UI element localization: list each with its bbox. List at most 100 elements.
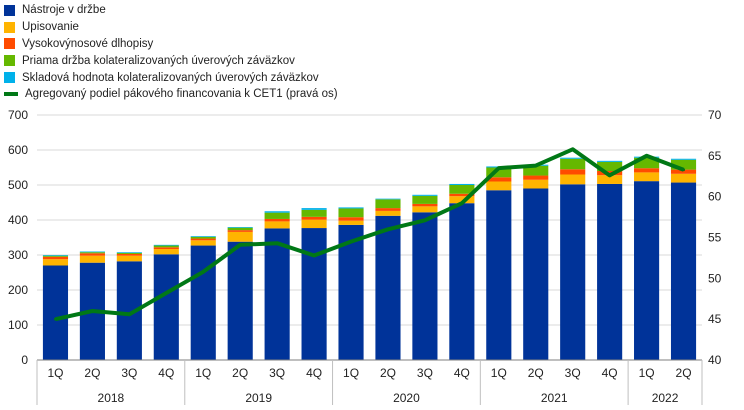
y-left-tick-label: 300 [8, 248, 28, 262]
line-point [460, 201, 464, 205]
x-year-label: 2020 [393, 391, 420, 405]
line-point [571, 147, 575, 151]
legend-item: Priama držba kolateralizovaných úverovýc… [4, 52, 338, 69]
bar-segment [449, 185, 475, 194]
bar-segment [523, 188, 549, 360]
y-left-tick-label: 100 [8, 318, 28, 332]
bar-segment [560, 157, 586, 159]
bar-segment [412, 212, 438, 360]
legend-swatch [4, 55, 15, 67]
y-left-tick-label: 700 [8, 108, 28, 122]
legend-item: Upisovanie [4, 19, 338, 36]
bar-segment [449, 196, 475, 204]
x-tick-label: 3Q [121, 366, 137, 380]
x-tick-label: 2Q [84, 366, 100, 380]
y-right-tick-label: 45 [708, 312, 722, 326]
x-tick-label: 1Q [195, 366, 211, 380]
line-point [238, 243, 242, 247]
bar-segment [412, 195, 438, 204]
line-point [497, 166, 501, 170]
bar-segment [116, 255, 142, 262]
y-right-tick-label: 60 [708, 190, 722, 204]
bar-segment [301, 208, 327, 210]
x-tick-label: 4Q [454, 366, 470, 380]
bar-segment [264, 228, 290, 360]
line-point [386, 227, 390, 231]
bar-segment [523, 179, 549, 189]
bar-segment [634, 172, 660, 182]
y-left-tick-label: 600 [8, 143, 28, 157]
x-tick-label: 3Q [565, 366, 581, 380]
bar-segment [79, 252, 105, 254]
bar-segment [375, 198, 401, 200]
bar-segment [264, 218, 290, 222]
x-year-label: 2018 [98, 391, 125, 405]
bar-segment [190, 238, 216, 241]
bar-segment [375, 199, 401, 209]
bar-segment [597, 160, 623, 162]
bar-segment [338, 217, 364, 221]
x-year-label: 2022 [652, 391, 679, 405]
legend-swatch [4, 38, 15, 50]
bar-segment [227, 227, 253, 231]
legend-label: Nástroje v držbe [22, 4, 106, 17]
line-point [645, 154, 649, 158]
bar-segment [227, 230, 253, 232]
x-tick-label: 2Q [380, 366, 396, 380]
bar-segment [42, 265, 69, 360]
bar-segment [227, 227, 253, 228]
bar-segment [153, 249, 179, 255]
bar-segment [412, 203, 438, 207]
bar-segment [560, 169, 586, 175]
bar-segment [227, 231, 253, 242]
y-right-tick-label: 70 [708, 108, 722, 122]
x-tick-label: 3Q [417, 366, 433, 380]
bar-segment [560, 174, 586, 185]
bar-segment [264, 221, 290, 229]
y-right-tick-label: 50 [708, 271, 722, 285]
bar-segment [79, 251, 105, 253]
bar-segment [670, 169, 697, 174]
bar-segment [79, 255, 105, 263]
bar-segment [670, 158, 697, 160]
line-point [608, 173, 612, 177]
legend-item: Skladová hodnota kolateralizovaných úver… [4, 69, 338, 86]
bar-segment [560, 184, 586, 360]
bar-segment [264, 211, 290, 213]
bar-segment [412, 194, 438, 196]
bar-segment [153, 247, 179, 250]
line-point [127, 312, 131, 316]
line-point [682, 168, 686, 172]
bar-segment [486, 177, 512, 182]
bar-segment [338, 207, 364, 209]
legend-swatch [4, 4, 15, 16]
legend-item: Nástroje v držbe [4, 2, 338, 19]
bar-segment [670, 173, 697, 183]
bar-segment [486, 190, 512, 360]
line-point [423, 218, 427, 222]
legend-swatch [4, 72, 15, 84]
bar-segment [449, 183, 475, 185]
line-point [312, 253, 316, 257]
legend-swatch [4, 21, 15, 33]
bar-segment [375, 210, 401, 216]
x-tick-label: 1Q [47, 366, 63, 380]
bar-segment [301, 216, 327, 220]
bar-segment [449, 203, 475, 360]
legend-label: Agregovaný podiel pákového financovania … [25, 88, 338, 101]
bar-segment [597, 161, 623, 171]
bar-segment [301, 228, 327, 360]
bar-segment [190, 236, 216, 239]
bar-segment [301, 209, 327, 217]
x-tick-label: 1Q [639, 366, 655, 380]
x-tick-label: 2Q [232, 366, 248, 380]
bar-segment [670, 159, 697, 170]
legend-line-swatch [4, 92, 18, 97]
bar-segment [227, 241, 253, 360]
bar-segment [153, 244, 179, 246]
bar-segment [190, 240, 216, 246]
y-left-tick-label: 200 [8, 283, 28, 297]
bar-segment [42, 255, 69, 256]
legend-label: Skladová hodnota kolateralizovaných úver… [22, 71, 319, 84]
